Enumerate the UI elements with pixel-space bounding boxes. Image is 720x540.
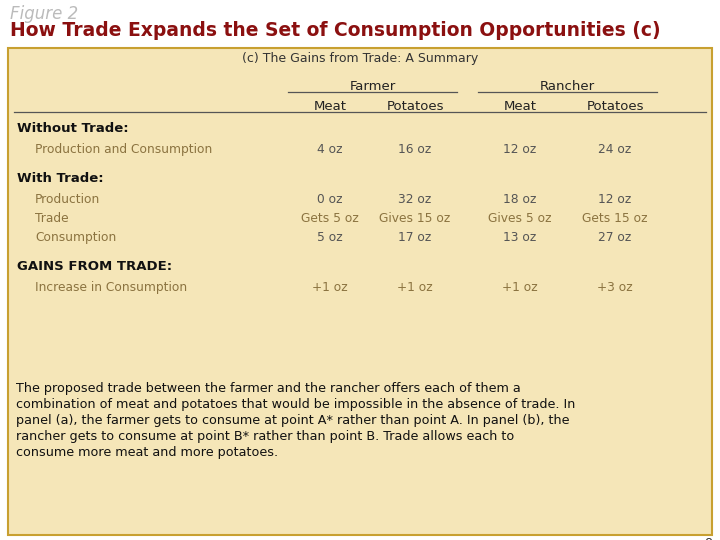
FancyBboxPatch shape (8, 48, 712, 535)
Text: Consumption: Consumption (35, 231, 116, 244)
Text: Gives 5 oz: Gives 5 oz (488, 212, 552, 225)
Text: Gives 15 oz: Gives 15 oz (379, 212, 451, 225)
Text: Without Trade:: Without Trade: (17, 122, 129, 135)
Text: Meat: Meat (503, 100, 536, 113)
Text: 16 oz: 16 oz (398, 143, 431, 156)
Text: Potatoes: Potatoes (386, 100, 444, 113)
Text: The proposed trade between the farmer and the rancher offers each of them a: The proposed trade between the farmer an… (16, 382, 521, 395)
Text: Potatoes: Potatoes (586, 100, 644, 113)
Text: How Trade Expands the Set of Consumption Opportunities (c): How Trade Expands the Set of Consumption… (10, 21, 661, 40)
Text: Figure 2: Figure 2 (10, 5, 78, 23)
Text: +1 oz: +1 oz (502, 281, 538, 294)
Text: 27 oz: 27 oz (598, 231, 631, 244)
Text: +3 oz: +3 oz (597, 281, 633, 294)
Text: rancher gets to consume at point B* rather than point B. Trade allows each to: rancher gets to consume at point B* rath… (16, 430, 514, 443)
Text: 0 oz: 0 oz (318, 193, 343, 206)
Text: 18 oz: 18 oz (503, 193, 536, 206)
Text: 5 oz: 5 oz (318, 231, 343, 244)
Text: 8: 8 (704, 537, 712, 540)
Text: (c) The Gains from Trade: A Summary: (c) The Gains from Trade: A Summary (242, 52, 478, 65)
Text: Rancher: Rancher (540, 80, 595, 93)
Text: Trade: Trade (35, 212, 68, 225)
Text: 12 oz: 12 oz (598, 193, 631, 206)
Text: 24 oz: 24 oz (598, 143, 631, 156)
Text: combination of meat and potatoes that would be impossible in the absence of trad: combination of meat and potatoes that wo… (16, 398, 575, 411)
Text: With Trade:: With Trade: (17, 172, 104, 185)
Text: +1 oz: +1 oz (312, 281, 348, 294)
Text: panel (a), the farmer gets to consume at point A* rather than point A. In panel : panel (a), the farmer gets to consume at… (16, 414, 570, 427)
Text: Gets 5 oz: Gets 5 oz (301, 212, 359, 225)
Text: 32 oz: 32 oz (398, 193, 431, 206)
Text: consume more meat and more potatoes.: consume more meat and more potatoes. (16, 446, 278, 459)
Text: +1 oz: +1 oz (397, 281, 433, 294)
Text: 13 oz: 13 oz (503, 231, 536, 244)
Text: Increase in Consumption: Increase in Consumption (35, 281, 187, 294)
Text: GAINS FROM TRADE:: GAINS FROM TRADE: (17, 260, 172, 273)
Text: Production and Consumption: Production and Consumption (35, 143, 212, 156)
Text: Farmer: Farmer (349, 80, 395, 93)
Text: Meat: Meat (313, 100, 346, 113)
Text: 17 oz: 17 oz (398, 231, 431, 244)
Text: 4 oz: 4 oz (318, 143, 343, 156)
Text: 12 oz: 12 oz (503, 143, 536, 156)
Text: Gets 15 oz: Gets 15 oz (582, 212, 648, 225)
Text: Production: Production (35, 193, 100, 206)
